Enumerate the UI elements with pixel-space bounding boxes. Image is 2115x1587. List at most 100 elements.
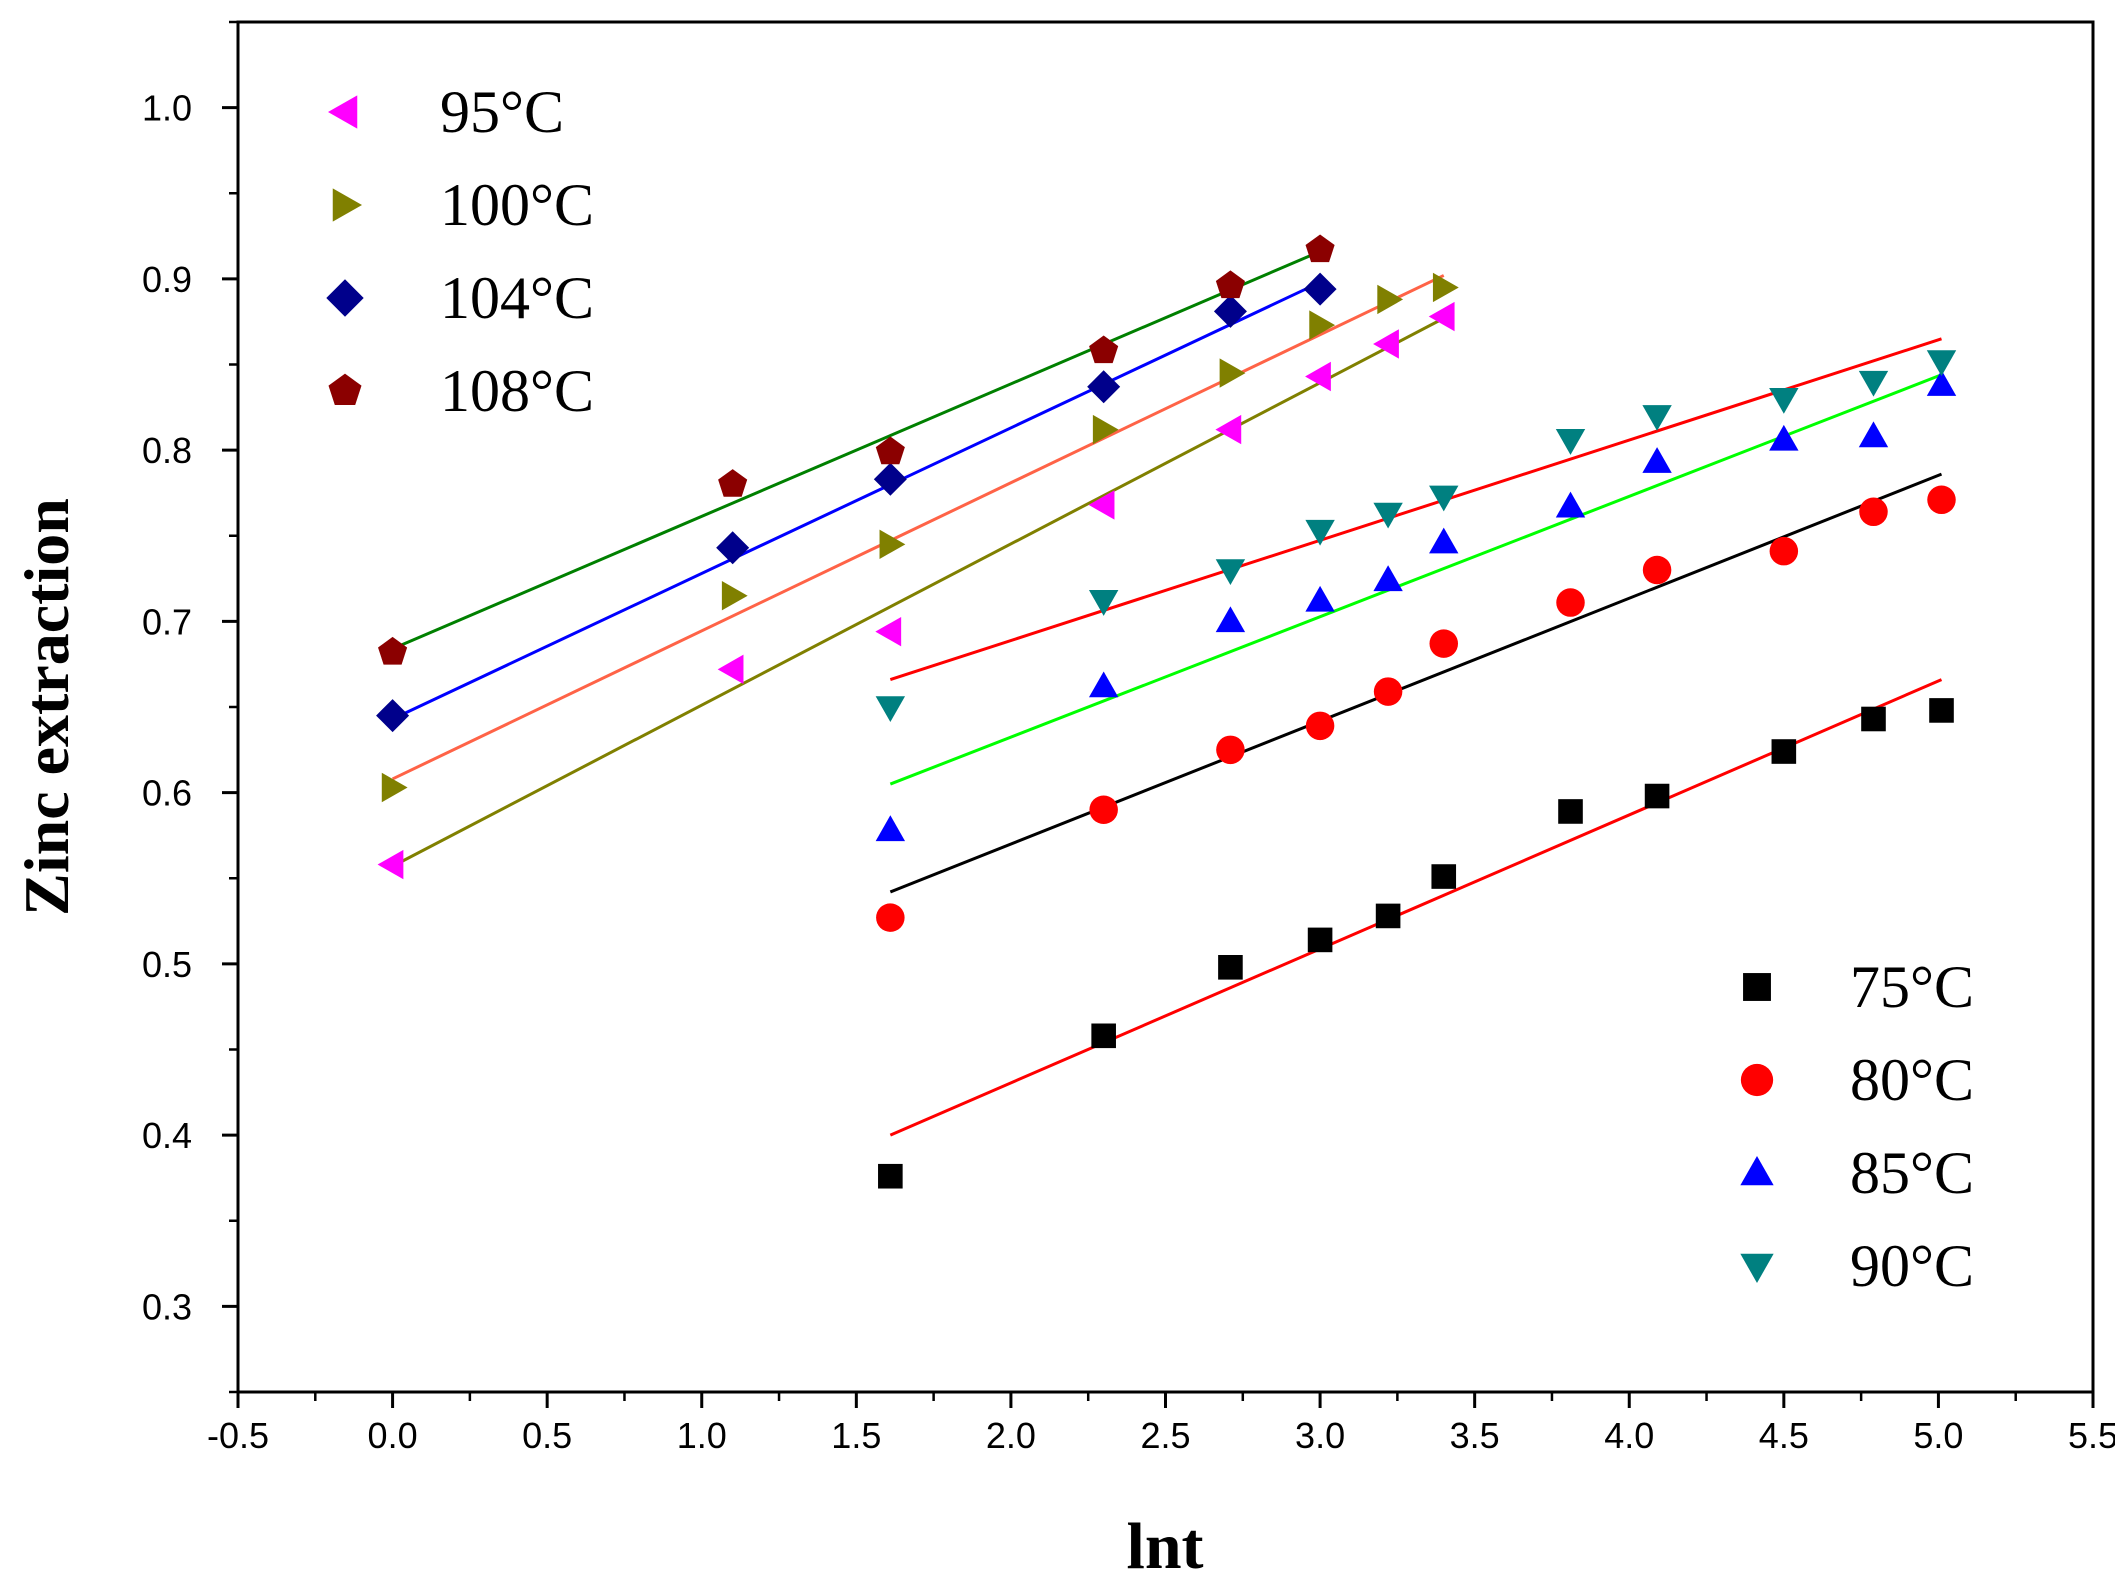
data-point xyxy=(1771,739,1797,764)
data-point xyxy=(1926,370,1957,396)
x-tick-label: 1.5 xyxy=(831,1415,881,1456)
y-tick-label: 0.4 xyxy=(142,1115,192,1156)
data-point xyxy=(1305,711,1335,741)
legend-marker xyxy=(328,95,358,129)
data-point xyxy=(1858,421,1889,448)
data-point xyxy=(1555,429,1586,455)
x-tick-label: 2.5 xyxy=(1140,1415,1190,1456)
y-tick-label: 0.8 xyxy=(142,430,192,471)
fit-lines xyxy=(391,250,1943,1137)
data-point xyxy=(1927,485,1956,515)
fit-line xyxy=(889,472,1943,894)
data-point xyxy=(1555,491,1586,518)
x-tick-label: 3.0 xyxy=(1295,1415,1345,1456)
data-point xyxy=(1088,490,1115,520)
x-tick-label: 4.0 xyxy=(1604,1415,1654,1456)
x-axis-title: lnt xyxy=(1126,1510,1203,1583)
data-point xyxy=(875,815,906,842)
data-point xyxy=(1428,301,1455,332)
data-point xyxy=(1373,329,1399,359)
data-point xyxy=(1215,270,1245,299)
data-point xyxy=(1926,350,1957,377)
data-point xyxy=(1859,497,1888,527)
data-point xyxy=(1092,414,1119,445)
x-tick-label: 0.0 xyxy=(368,1415,418,1456)
y-axis-title: Zinc extraction xyxy=(11,498,82,916)
x-tick-label: 4.5 xyxy=(1759,1415,1809,1456)
data-point xyxy=(879,529,906,560)
data-point xyxy=(1307,927,1333,953)
legend-marker xyxy=(1740,1253,1774,1283)
data-point xyxy=(1431,864,1457,889)
legend-top-left: 95°C 100°C 104°C 108°C xyxy=(326,79,594,424)
data-point xyxy=(1769,536,1799,566)
data-point xyxy=(377,849,404,880)
y-tick-label: 0.7 xyxy=(142,601,192,642)
data-point xyxy=(1087,370,1121,404)
data-point xyxy=(1642,555,1672,585)
data-point xyxy=(1375,903,1401,929)
data-point xyxy=(721,580,748,611)
data-point xyxy=(1215,606,1246,633)
data-point xyxy=(1088,590,1119,616)
legend-marker xyxy=(1743,973,1771,1001)
x-tick-label: 0.5 xyxy=(522,1415,572,1456)
data-point xyxy=(1373,677,1403,706)
fit-line xyxy=(391,280,1321,721)
data-point xyxy=(876,903,905,932)
data-point xyxy=(1429,485,1459,512)
data-point xyxy=(1305,361,1331,392)
data-point xyxy=(1215,559,1246,585)
data-point xyxy=(1769,387,1799,414)
y-tick-label: 1.0 xyxy=(142,88,192,129)
data-point xyxy=(1088,671,1119,698)
legend-label: 108°C xyxy=(440,358,594,424)
legend-label: 75°C xyxy=(1850,954,1974,1020)
data-point xyxy=(1644,783,1670,809)
data-point xyxy=(1556,588,1585,617)
legend-label: 100°C xyxy=(440,172,594,238)
data-point xyxy=(1373,565,1403,592)
data-point xyxy=(376,699,410,733)
fit-line xyxy=(889,337,1942,682)
x-axis-ticks: -0.5 0.0 0.5 1.0 1.5 2.0 2.5 3.0 3.5 4.0 4.5 5.0 5.5 xyxy=(207,1392,2115,1456)
data-point xyxy=(716,531,750,565)
x-tick-label: -0.5 xyxy=(207,1415,269,1456)
legend-label: 85°C xyxy=(1850,1140,1974,1206)
x-tick-label: 5.0 xyxy=(1913,1415,1963,1456)
y-tick-label: 0.3 xyxy=(142,1286,192,1327)
data-point xyxy=(1091,1023,1116,1049)
x-tick-label: 1.0 xyxy=(677,1415,727,1456)
legend-marker xyxy=(326,279,364,317)
data-point xyxy=(875,696,906,722)
legend-label: 80°C xyxy=(1850,1047,1974,1113)
data-point xyxy=(1377,284,1404,315)
data-point xyxy=(1303,272,1337,306)
data-point xyxy=(718,469,748,497)
fit-line xyxy=(889,373,1943,786)
data-points xyxy=(376,234,1957,1189)
data-point xyxy=(1642,405,1672,431)
data-point xyxy=(875,616,902,647)
data-point xyxy=(1215,414,1242,445)
data-point xyxy=(717,654,744,685)
legend-label: 104°C xyxy=(440,265,594,331)
fit-line xyxy=(391,274,1445,781)
data-point xyxy=(1642,447,1672,473)
data-point xyxy=(1305,519,1335,546)
data-point xyxy=(1769,424,1799,451)
y-tick-label: 0.9 xyxy=(142,259,192,300)
data-point xyxy=(1861,706,1886,732)
data-point xyxy=(1218,955,1243,980)
data-point xyxy=(1432,272,1459,303)
legend-label: 95°C xyxy=(440,79,564,145)
legend-marker xyxy=(1740,1156,1774,1186)
data-point xyxy=(1305,234,1335,263)
data-point xyxy=(1558,799,1583,824)
data-point xyxy=(873,462,907,496)
data-point xyxy=(1429,527,1459,554)
data-point xyxy=(381,772,408,803)
data-point xyxy=(1216,735,1245,765)
data-point xyxy=(1305,585,1335,612)
